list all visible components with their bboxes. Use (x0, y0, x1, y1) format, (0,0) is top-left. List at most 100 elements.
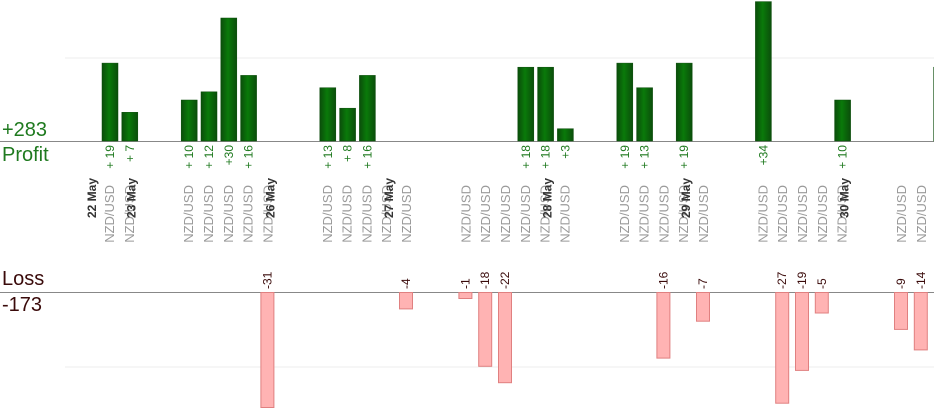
symbol-label: NZD/USD (617, 185, 632, 243)
loss-total: -173 (2, 294, 43, 316)
loss-bars (260, 292, 928, 408)
symbol-label: NZD/USD (241, 185, 256, 243)
symbol-label: NZD/USD (676, 185, 691, 243)
date-label: 30 May (838, 178, 852, 218)
profit-bar (517, 66, 535, 142)
profit-bars (101, 1, 934, 142)
value-label: + 18 (519, 145, 533, 169)
value-label: -18 (478, 271, 492, 289)
loss-bar (399, 292, 413, 310)
profit-bar (240, 75, 257, 142)
value-label: -19 (795, 271, 809, 289)
loss-bar (775, 292, 790, 404)
date-labels: 22 May 23 May 26 May 27 May 28 May 29 May 30 M… (85, 178, 851, 218)
profit-bar (636, 87, 653, 142)
profit-bar (319, 87, 337, 142)
value-label: + 19 (618, 145, 632, 169)
value-label: -1 (458, 278, 472, 289)
value-label: -5 (815, 278, 829, 289)
date-label: 22 May (85, 178, 99, 218)
profit-bar (180, 99, 198, 142)
profit-bar (220, 17, 238, 142)
value-label: + 8 (341, 145, 355, 162)
profit-bar (121, 112, 139, 142)
symbol-label: NZD/USD (181, 185, 196, 243)
profit-bar (537, 66, 554, 142)
loss-bar (498, 292, 512, 384)
date-label: 28 May (541, 178, 555, 218)
loss-bar (696, 292, 710, 322)
value-label: + 19 (677, 145, 691, 169)
symbol-label: NZD/USD (320, 185, 335, 243)
date-label: 27 May (382, 178, 396, 218)
value-label: +30 (222, 145, 236, 166)
value-label: + 13 (321, 145, 335, 169)
value-label: + 12 (202, 145, 216, 169)
value-label: -16 (656, 271, 670, 289)
value-label: + 18 (539, 145, 553, 169)
symbol-label: NZD/USD (538, 185, 553, 243)
symbol-label: NZD/USD (894, 185, 909, 243)
value-label: +34 (756, 145, 770, 166)
symbol-label: NZD/USD (221, 185, 236, 243)
symbol-label: NZD/USD (201, 185, 216, 243)
loss-bar (814, 292, 829, 314)
loss-bar (458, 292, 473, 299)
symbol-label: NZD/USD (557, 185, 572, 243)
symbol-label: NZD/USD (815, 185, 830, 243)
symbol-label: NZD/USD (696, 185, 711, 243)
symbol-labels: NZD/USD NZD/USD NZD/USD NZD/USD NZD/USD NZD/U… (102, 185, 934, 243)
profit-bar (339, 107, 356, 142)
symbol-label: NZD/USD (399, 185, 414, 243)
value-label: +3 (558, 145, 572, 159)
value-label: -27 (775, 271, 789, 289)
loss-bar (894, 292, 908, 330)
loss-bar (260, 292, 275, 408)
loss-bar (478, 292, 493, 367)
profit-bar (755, 1, 772, 142)
profit-total: +283 (2, 119, 48, 141)
value-label: -9 (894, 278, 908, 289)
symbol-label: NZD/USD (458, 185, 473, 243)
value-label: + 13 (638, 145, 652, 169)
profit-bar (557, 128, 574, 142)
value-label: + 16 (360, 145, 374, 169)
value-label: + 19 (103, 145, 117, 169)
symbol-label: NZD/USD (260, 185, 275, 243)
symbol-label: NZD/USD (498, 185, 513, 243)
loss-bar (656, 292, 671, 359)
value-label: -7 (696, 278, 710, 289)
loss-label: Loss (2, 268, 45, 290)
profit-bar (616, 62, 634, 142)
profit-bar (675, 62, 693, 142)
value-label: + 16 (242, 145, 256, 169)
symbol-label: NZD/USD (518, 185, 533, 243)
symbol-label: NZD/USD (775, 185, 790, 243)
symbol-label: NZD/USD (637, 185, 652, 243)
loss-bar (795, 292, 809, 371)
profit-bar (101, 62, 119, 142)
profit-bar (200, 91, 218, 142)
profit-bar (834, 99, 851, 142)
loss-bar (913, 292, 928, 351)
profit-label: Profit (2, 144, 49, 166)
date-label: 26 May (263, 178, 277, 218)
value-label: -4 (399, 278, 413, 289)
value-label: + 10 (836, 145, 850, 169)
date-label: 29 May (679, 178, 693, 218)
value-label: + 10 (182, 145, 196, 169)
symbol-label: NZD/USD (122, 185, 137, 243)
value-label: -22 (498, 271, 512, 289)
symbol-label: NZD/USD (379, 185, 394, 243)
profit-bar (359, 75, 376, 142)
symbol-label: NZD/USD (914, 185, 929, 243)
symbol-label: NZD/USD (478, 185, 493, 243)
value-label: -31 (260, 271, 274, 289)
symbol-label: NZD/USD (359, 185, 374, 243)
symbol-label: NZD/USD (340, 185, 355, 243)
symbol-label: NZD/USD (795, 185, 810, 243)
symbol-label: NZD/USD (755, 185, 770, 243)
symbol-label: NZD/USD (656, 185, 671, 243)
